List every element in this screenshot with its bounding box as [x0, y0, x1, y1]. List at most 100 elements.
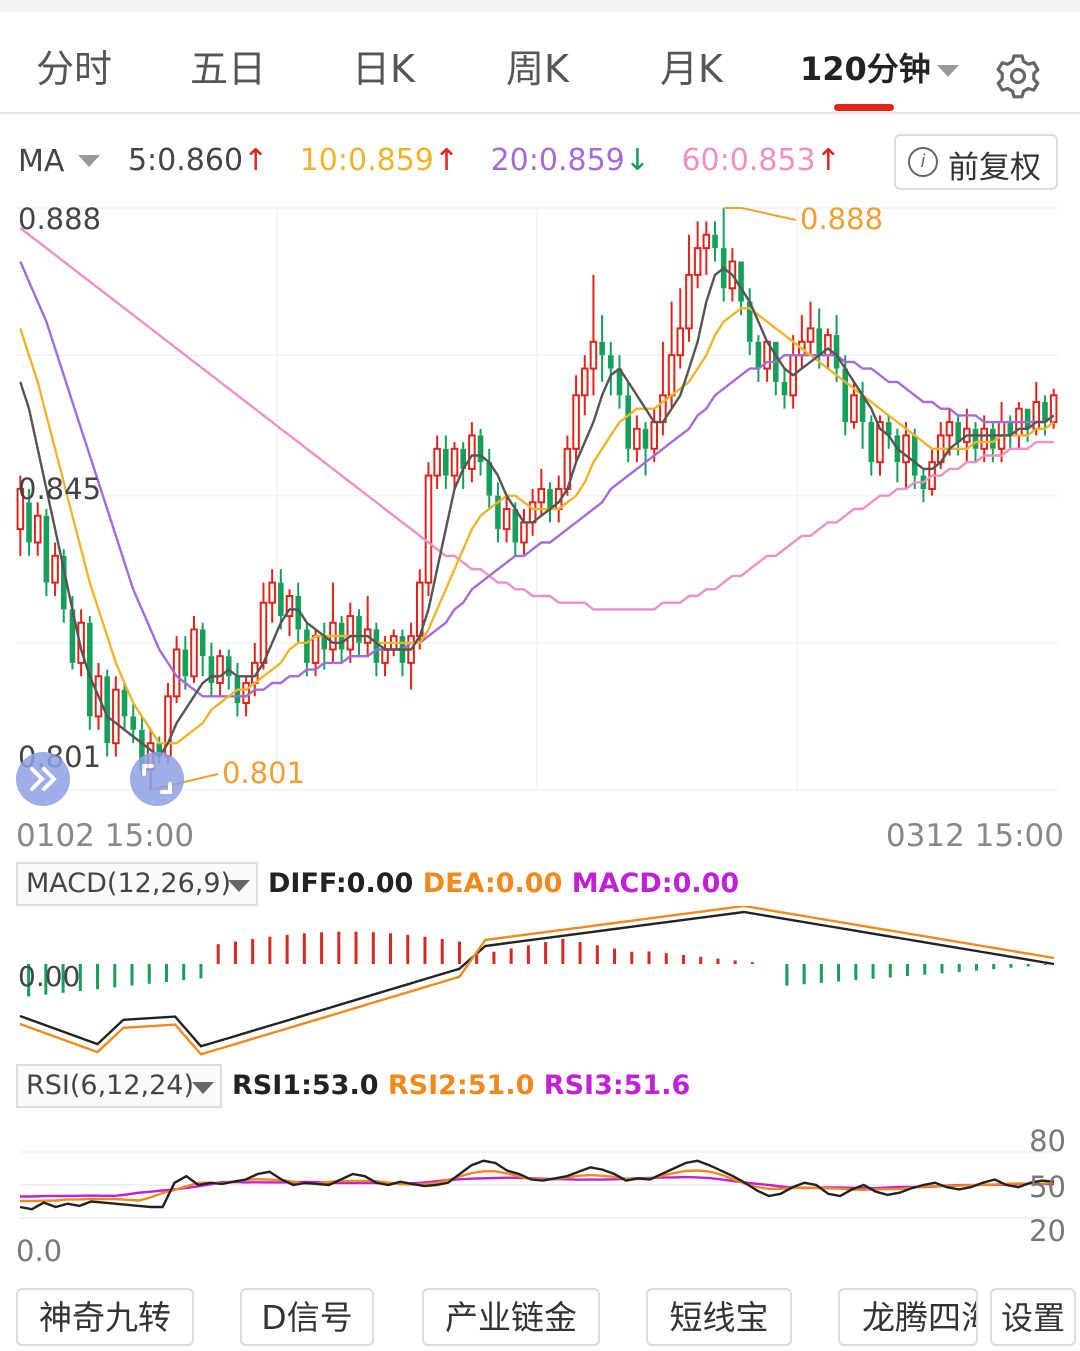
- candle-40: [363, 596, 372, 657]
- short-line-button[interactable]: 短线宝: [646, 1288, 792, 1346]
- ma-legend: MA 5:0.860↑ 10:0.859↑ 20:0.859↓ 60:0.853…: [18, 142, 841, 182]
- double-chevron-icon: [30, 767, 57, 791]
- macd-zero-label: 0.00: [18, 960, 81, 993]
- industry-chain-button[interactable]: 产业链金: [422, 1288, 600, 1346]
- active-tab-indicator: [834, 104, 894, 111]
- candle-22: [208, 642, 215, 697]
- nine-turn-button[interactable]: 神奇九转: [16, 1288, 194, 1346]
- arrow-up-icon: ↑: [433, 143, 460, 178]
- candle-39: [356, 609, 362, 657]
- candle-71: [633, 415, 641, 463]
- chevron-down-icon: [936, 65, 959, 77]
- candle-29: [268, 569, 276, 623]
- rsi3-value: RSI3:51.6: [543, 1070, 691, 1101]
- candle-90: [798, 315, 806, 369]
- candle-64: [572, 375, 580, 463]
- chevron-down-icon: [228, 880, 250, 892]
- fullscreen-button[interactable]: [130, 752, 184, 806]
- macd-selector[interactable]: MACD(12,26,9): [16, 862, 258, 906]
- candle-81: [720, 208, 727, 302]
- candle-50: [450, 442, 459, 489]
- candle-88: [781, 368, 788, 409]
- candle-0: [16, 475, 25, 556]
- ma10-line: [19, 307, 1055, 745]
- tab-daily-k[interactable]: 日K: [352, 47, 415, 91]
- rsi1-value: RSI1:53.0: [232, 1070, 379, 1101]
- candle-69: [616, 355, 623, 409]
- tab-monthly-k[interactable]: 月K: [660, 47, 723, 91]
- candle-20: [190, 616, 198, 683]
- candle-8: [87, 616, 93, 730]
- longteng-button[interactable]: 龙腾四海: [838, 1288, 978, 1346]
- candle-23: [216, 649, 224, 697]
- candle-5: [60, 549, 67, 623]
- max-leader: [723, 207, 797, 221]
- candle-44: [399, 629, 406, 677]
- candle-38: [346, 602, 355, 663]
- fullscreen-icon: [142, 764, 172, 794]
- ma-selector[interactable]: MA: [18, 143, 118, 179]
- candle-87: [773, 341, 779, 396]
- diff-line: [19, 910, 1055, 1048]
- rsi2-value: RSI2:51.0: [387, 1070, 535, 1101]
- macd-diff: DIFF:0.00: [268, 868, 414, 899]
- candle-61: [547, 482, 553, 523]
- ma-lines: [19, 227, 1055, 759]
- info-icon: i: [908, 147, 938, 177]
- ma-label: MA: [18, 143, 65, 179]
- rsi-selector-label: RSI(6,12,24): [26, 1070, 194, 1101]
- tab-120min[interactable]: 120分钟: [800, 44, 959, 90]
- ma5-line: [19, 266, 1055, 759]
- gear-icon[interactable]: [994, 52, 1042, 100]
- candle-76: [676, 288, 685, 369]
- candle-67: [599, 315, 605, 382]
- candle-35: [321, 622, 328, 670]
- expand-left-button[interactable]: [16, 752, 70, 806]
- candle-116: [1024, 408, 1031, 443]
- candlestick-chart[interactable]: [0, 190, 1080, 815]
- candle-48: [433, 435, 441, 489]
- candle-78: [693, 221, 702, 289]
- candle-54: [486, 448, 493, 510]
- settings-button[interactable]: 设置: [990, 1288, 1076, 1346]
- adjust-button-label: 前复权: [948, 150, 1041, 186]
- candle-110: [972, 422, 979, 463]
- macd-chart[interactable]: [0, 906, 1080, 1056]
- candle-99: [876, 415, 884, 476]
- candle-74: [659, 341, 667, 436]
- candle-68: [608, 341, 614, 396]
- candle-105: [928, 448, 936, 496]
- tab-weekly-k[interactable]: 周K: [506, 47, 569, 91]
- ma60-line: [19, 227, 1054, 611]
- rsi-chart[interactable]: [0, 1120, 1080, 1270]
- tab-120min-label: 120分钟: [800, 50, 931, 88]
- macd-dea: DEA:0.00: [422, 868, 563, 899]
- rsi-selector[interactable]: RSI(6,12,24): [16, 1064, 222, 1108]
- candle-70: [625, 381, 631, 463]
- candle-45: [407, 622, 415, 690]
- ma10-value: 10:0.859: [299, 143, 434, 178]
- candle-91: [806, 301, 815, 356]
- ma20-value: 20:0.859: [490, 143, 625, 178]
- max-price-label: 0.888: [800, 202, 884, 236]
- candle-53: [477, 428, 484, 476]
- d-signal-button[interactable]: D信号: [240, 1288, 374, 1346]
- ma20-line: [19, 261, 1055, 698]
- tab-intraday[interactable]: 分时: [36, 47, 113, 91]
- candle-10: [104, 669, 110, 757]
- candle-58: [520, 509, 528, 556]
- candle-66: [589, 274, 598, 396]
- arrow-up-icon: ↑: [815, 143, 841, 178]
- rsi-values: RSI1:53.0 RSI2:51.0 RSI3:51.6: [232, 1070, 690, 1101]
- candle-11: [112, 676, 120, 757]
- candle-114: [1007, 415, 1014, 449]
- candle-89: [789, 335, 797, 409]
- candle-84: [746, 288, 753, 356]
- candle-41: [373, 622, 380, 677]
- candle-18: [172, 636, 181, 704]
- adjust-button[interactable]: i 前复权: [894, 134, 1058, 190]
- candle-7: [77, 609, 85, 677]
- macd-macd: MACD:0.00: [571, 868, 740, 899]
- tab-five-day[interactable]: 五日: [190, 47, 267, 91]
- candle-52: [468, 422, 476, 483]
